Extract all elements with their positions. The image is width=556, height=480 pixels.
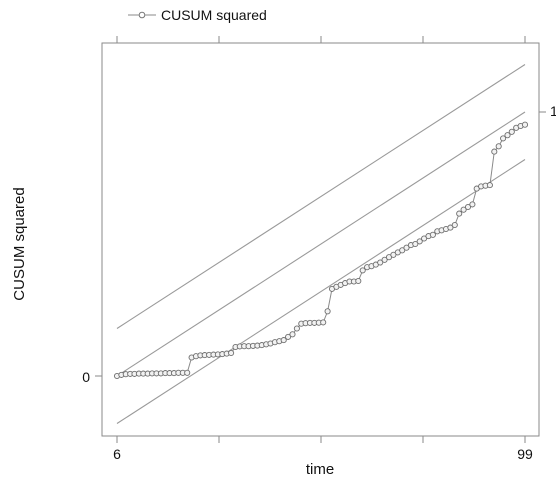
data-point — [289, 331, 296, 338]
series-markers — [113, 121, 529, 380]
reference-line-upper-bound — [116, 64, 526, 329]
legend-marker — [138, 11, 146, 19]
data-point — [460, 206, 467, 213]
reference-line-lower-bound — [116, 159, 526, 424]
data-point — [495, 143, 502, 150]
data-point — [429, 231, 436, 238]
data-point — [469, 201, 476, 208]
data-point — [280, 337, 287, 344]
data-point — [486, 182, 493, 189]
data-point — [184, 369, 191, 376]
data-point — [228, 349, 235, 357]
y-tick-label-1: 1 — [550, 103, 556, 119]
data-point — [403, 244, 410, 251]
data-point — [508, 128, 515, 135]
x-axis-label: time — [306, 461, 334, 478]
reference-line-expected — [116, 111, 526, 377]
data-point — [447, 224, 454, 231]
reference-lines — [116, 64, 526, 424]
series-line-cusum-squared — [116, 124, 526, 377]
data-point — [381, 256, 388, 263]
plot-area — [113, 64, 529, 424]
axis-ticks — [95, 36, 546, 443]
plot-frame — [101, 42, 540, 437]
data-point — [377, 259, 384, 266]
data-point — [500, 135, 507, 142]
data-point — [451, 221, 458, 229]
data-point — [504, 132, 511, 139]
legend-entry-cusum-squared: CUSUM squared — [161, 7, 267, 23]
y-tick-label-0: 0 — [82, 369, 90, 385]
data-point — [399, 247, 406, 254]
data-point — [456, 210, 463, 217]
data-point — [320, 319, 327, 326]
data-point — [355, 277, 362, 285]
x-tick-label-6: 6 — [113, 446, 121, 462]
data-point — [491, 148, 498, 155]
data-point — [412, 240, 419, 248]
data-point — [416, 238, 423, 245]
data-point — [464, 203, 472, 211]
data-point — [293, 325, 300, 332]
data-point — [285, 333, 292, 340]
data-point — [521, 121, 529, 128]
legend: CUSUM squared — [128, 7, 267, 23]
data-point — [324, 308, 331, 315]
y-axis-label: CUSUM squared — [11, 187, 28, 300]
x-tick-label-99: 99 — [517, 446, 533, 462]
data-point — [359, 267, 366, 274]
